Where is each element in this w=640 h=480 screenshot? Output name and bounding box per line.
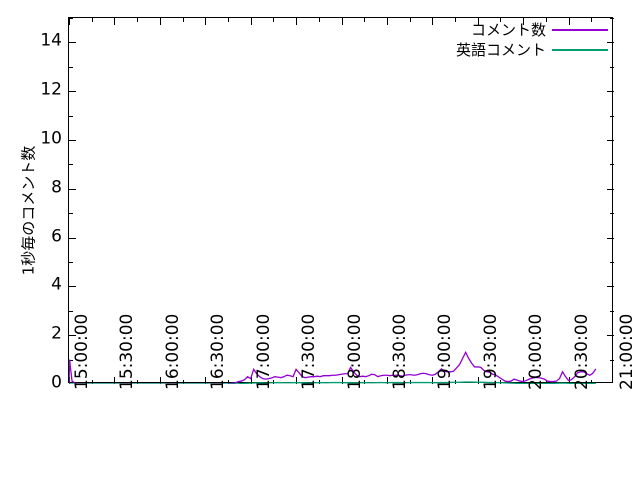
x-tick-label: 18:00:00 — [344, 313, 365, 390]
series-line-english-comment — [69, 381, 596, 384]
chart-canvas — [69, 18, 614, 384]
y-tick-label: 0 — [51, 372, 62, 393]
x-tick-label: 15:30:00 — [117, 313, 138, 390]
x-tick-label: 19:00:00 — [435, 313, 456, 390]
x-tick-label: 18:30:00 — [389, 313, 410, 390]
legend-label-comment-count: コメント数 — [470, 20, 546, 39]
x-tick-label: 20:30:00 — [571, 313, 592, 390]
x-tick-label: 16:00:00 — [162, 313, 183, 390]
y-tick-label: 4 — [51, 274, 62, 295]
legend-label-english-comment: 英語コメント — [455, 40, 546, 59]
x-tick-label: 20:00:00 — [526, 313, 547, 390]
y-tick-label: 12 — [40, 79, 62, 100]
y-axis-tick-labels: 0 2 4 6 8 10 12 14 — [0, 0, 62, 480]
y-tick-label: 10 — [40, 128, 62, 149]
x-tick-label: 16:30:00 — [208, 313, 229, 390]
y-tick-label: 14 — [40, 30, 62, 51]
legend-swatch-english-comment — [552, 49, 608, 51]
x-tick-label: 15:00:00 — [72, 313, 92, 390]
y-tick-label: 2 — [51, 323, 62, 344]
x-tick-label: 19:30:00 — [480, 313, 501, 390]
legend-swatch-comment-count — [552, 29, 608, 31]
series-line-comment-count — [69, 350, 597, 384]
y-tick-label: 6 — [51, 226, 62, 247]
x-tick-label: 21:00:00 — [617, 313, 637, 390]
plot-area — [68, 17, 614, 384]
chart-legend: コメント数 英語コメント — [430, 20, 608, 60]
x-tick-label: 17:00:00 — [253, 313, 274, 390]
data-series-layer — [69, 350, 597, 384]
legend-entry-comment-count: コメント数 — [430, 20, 608, 40]
x-tick-label: 17:30:00 — [299, 313, 320, 390]
legend-entry-english-comment: 英語コメント — [430, 40, 608, 60]
y-tick-label: 8 — [51, 177, 62, 198]
